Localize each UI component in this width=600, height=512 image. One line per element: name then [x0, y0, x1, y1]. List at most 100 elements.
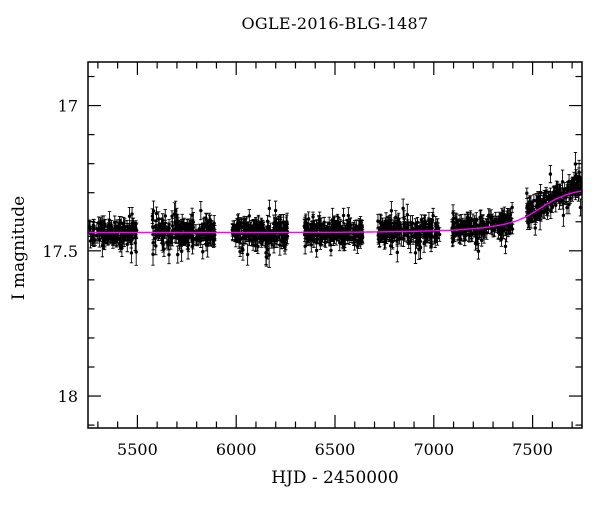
data-point — [413, 251, 418, 255]
data-point — [525, 206, 529, 210]
data-point — [129, 235, 133, 240]
x-tick-label: 7000 — [413, 440, 454, 459]
data-point — [487, 213, 491, 217]
data-point — [284, 237, 288, 242]
data-point — [463, 236, 467, 241]
data-point — [208, 218, 213, 222]
data-point — [328, 239, 332, 243]
data-point — [482, 233, 486, 238]
data-point — [107, 222, 111, 227]
data-point — [450, 226, 454, 230]
data-point — [576, 193, 581, 197]
plot-frame — [87, 61, 583, 429]
data-point — [315, 224, 319, 228]
data-point — [127, 232, 131, 237]
data-point — [431, 213, 435, 218]
data-point — [504, 232, 509, 236]
data-point — [402, 216, 406, 221]
data-point — [317, 222, 321, 226]
data-point — [308, 234, 312, 239]
data-point — [186, 247, 190, 251]
data-point — [179, 249, 184, 254]
data-point — [452, 220, 456, 225]
data-point — [538, 201, 543, 205]
data-point — [211, 227, 216, 231]
data-point — [279, 239, 283, 243]
data-point — [164, 227, 168, 232]
data-point — [489, 215, 493, 219]
data-point — [376, 233, 380, 238]
data-point — [131, 224, 136, 229]
data-point — [419, 218, 424, 222]
data-point — [236, 234, 240, 239]
data-point — [247, 228, 251, 233]
data-point — [167, 226, 171, 230]
data-point — [212, 221, 216, 226]
data-point — [317, 217, 322, 221]
data-point — [411, 234, 416, 239]
data-point — [574, 183, 578, 188]
data-point — [535, 203, 539, 208]
data-point — [358, 240, 362, 244]
data-point — [154, 244, 158, 248]
data-point — [101, 240, 106, 244]
data-point — [201, 226, 205, 230]
data-point — [351, 236, 355, 240]
data-point — [272, 245, 276, 249]
data-point — [338, 224, 342, 229]
data-point — [360, 234, 365, 238]
data-point — [265, 237, 269, 241]
data-point — [428, 233, 432, 237]
data-point — [337, 228, 341, 232]
data-point — [113, 220, 117, 225]
data-point — [561, 199, 565, 203]
data-point — [191, 220, 195, 224]
data-point — [544, 208, 549, 213]
data-point — [337, 222, 341, 226]
data-point — [434, 221, 438, 226]
data-point — [267, 253, 271, 257]
data-point — [576, 179, 580, 184]
data-point — [243, 221, 247, 226]
x-tick-label: 7500 — [512, 440, 553, 459]
data-point — [185, 238, 190, 242]
data-point — [204, 216, 208, 220]
data-point — [165, 240, 169, 245]
data-point — [318, 236, 323, 241]
data-point — [499, 229, 503, 234]
data-point — [195, 234, 200, 238]
data-point — [170, 214, 174, 218]
data-point — [150, 214, 155, 218]
data-point — [544, 194, 549, 199]
data-point — [235, 223, 239, 227]
data-point — [119, 235, 123, 239]
data-point — [259, 222, 264, 226]
data-point — [266, 227, 271, 231]
data-point — [309, 243, 314, 247]
data-point — [472, 221, 477, 225]
data-point — [272, 221, 276, 225]
data-point — [554, 203, 558, 207]
data-point — [451, 232, 455, 236]
data-point — [154, 211, 159, 216]
photometry-points — [88, 151, 582, 269]
data-point — [186, 243, 191, 247]
data-point — [387, 219, 392, 223]
data-point — [389, 235, 394, 239]
x-tick-label: 6500 — [315, 440, 356, 459]
data-point — [129, 239, 133, 243]
data-point — [203, 236, 208, 240]
data-point — [266, 247, 270, 252]
data-point — [548, 172, 553, 176]
data-point — [100, 219, 105, 224]
data-point — [205, 242, 210, 246]
data-point — [525, 191, 529, 195]
data-point — [171, 229, 175, 233]
data-point — [281, 220, 286, 224]
data-point — [256, 220, 261, 224]
data-point — [303, 219, 308, 223]
data-point — [433, 240, 437, 244]
data-point — [257, 235, 262, 240]
data-point — [417, 247, 421, 252]
